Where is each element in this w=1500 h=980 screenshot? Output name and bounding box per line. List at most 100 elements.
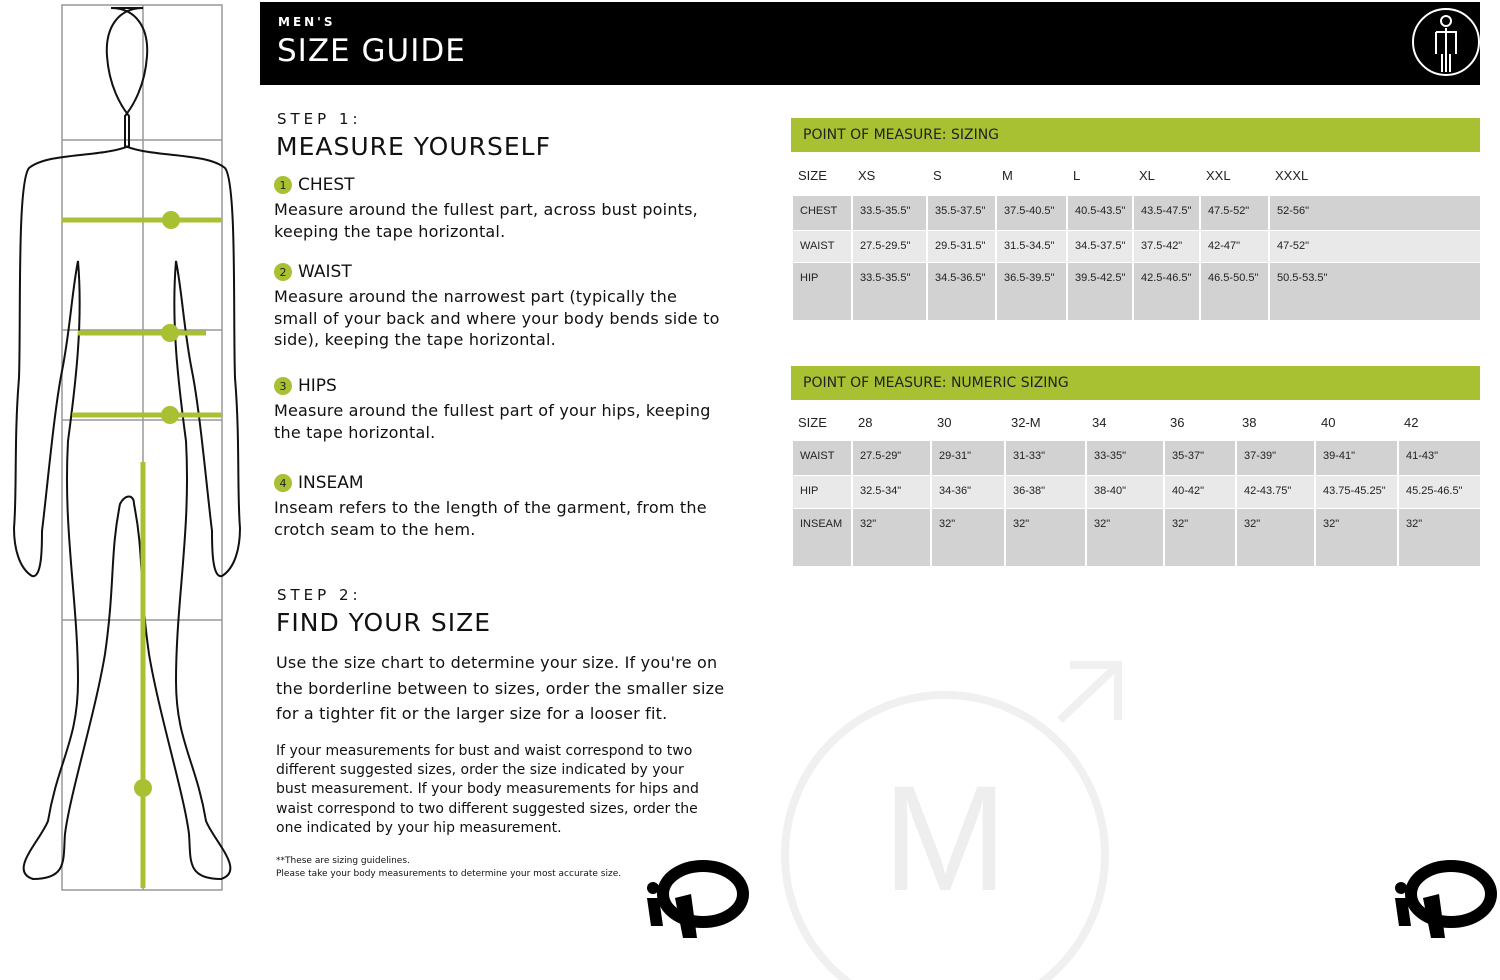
- table-row: INSEAM 32" 32" 32" 32" 32" 32" 32" 32": [791, 508, 1480, 566]
- table-header-row: SIZE 28 30 32-M 34 36 38 40 42: [791, 405, 1480, 440]
- table-cell: 27.5-29": [851, 441, 930, 475]
- table-cell: 47.5-52": [1199, 196, 1268, 230]
- pearl-izumi-logo: [1395, 860, 1497, 938]
- table-cell: 37-39": [1235, 441, 1314, 475]
- table-cell: 31.5-34.5": [995, 231, 1066, 262]
- table-cell: 43.75-45.25": [1314, 476, 1397, 508]
- table-cell: 32": [930, 509, 1004, 566]
- measure-name: WAIST: [298, 262, 352, 282]
- table-cell: XS: [858, 168, 876, 183]
- table-cell: 33.5-35.5": [851, 196, 926, 230]
- table-cell: 29-31": [930, 441, 1004, 475]
- table-cell: M: [1002, 168, 1013, 183]
- table-row: WAIST 27.5-29.5" 29.5-31.5" 31.5-34.5" 34.5-…: [791, 230, 1480, 262]
- male-symbol-watermark: M: [781, 661, 1122, 980]
- pearl-izumi-logo: [647, 860, 749, 938]
- table-header-row: SIZE XS S M L XL XXL XXXL: [791, 158, 1480, 195]
- measure-name: INSEAM: [298, 473, 364, 493]
- table-cell: XXXL: [1275, 168, 1309, 183]
- table-cell: 29.5-31.5": [926, 231, 995, 262]
- table-cell: 38-40": [1085, 476, 1163, 508]
- table-cell: 36.5-39.5": [995, 263, 1066, 320]
- table-cell: 37.5-40.5": [995, 196, 1066, 230]
- table-cell: 35-37": [1163, 441, 1235, 475]
- table-cell: L: [1073, 168, 1081, 183]
- table-cell: 32-M: [1011, 415, 1041, 430]
- measure-text: Measure around the fullest part, across …: [274, 200, 698, 241]
- person-measure-icon: [1412, 8, 1480, 76]
- measure-text: Inseam refers to the length of the garme…: [274, 498, 707, 539]
- row-label: INSEAM: [791, 509, 851, 566]
- number-badge: 3: [274, 377, 292, 395]
- table-cell: 42: [1404, 415, 1419, 430]
- table-cell: 46.5-50.5": [1199, 263, 1268, 320]
- measure-hips: 3 HIPS Measure around the fullest part of…: [274, 376, 734, 443]
- step2-text2: If your measurements for bust and waist …: [276, 743, 699, 836]
- step2-label: STEP 2:: [277, 586, 362, 604]
- table-cell: 31-33": [1004, 441, 1085, 475]
- row-label: HIP: [791, 476, 851, 508]
- measure-waist: 2 WAIST Measure around the narrowest part…: [274, 262, 724, 351]
- table-cell: 32.5-34": [851, 476, 930, 508]
- body-measure-figure: [12, 4, 242, 891]
- table-cell: 32": [851, 509, 930, 566]
- step1-title: MEASURE YOURSELF: [276, 132, 551, 161]
- row-label: SIZE: [798, 168, 827, 183]
- table-cell: 32": [1397, 509, 1480, 566]
- measure-text: Measure around the narrowest part (typic…: [274, 287, 720, 349]
- table-cell: 36-38": [1004, 476, 1085, 508]
- table-cell: 32": [1235, 509, 1314, 566]
- measure-name: HIPS: [298, 376, 337, 396]
- table-cell: S: [933, 168, 942, 183]
- row-label: WAIST: [791, 231, 851, 262]
- measure-name: CHEST: [298, 175, 355, 195]
- table-cell: 50.5-53.5": [1268, 263, 1480, 320]
- measure-chest: 1 CHEST Measure around the fullest part, …: [274, 175, 724, 242]
- table-row: HIP 32.5-34" 34-36" 36-38" 38-40" 40-42" 42-43…: [791, 475, 1480, 508]
- table-cell: 40.5-43.5": [1066, 196, 1132, 230]
- table-cell: 30: [937, 415, 952, 430]
- table-row: CHEST 33.5-35.5" 35.5-37.5" 37.5-40.5" 40.5-…: [791, 195, 1480, 230]
- table-cell: 32": [1314, 509, 1397, 566]
- table-cell: 33.5-35.5": [851, 263, 926, 320]
- table-cell: 42.5-46.5": [1132, 263, 1199, 320]
- table-cell: 41-43": [1397, 441, 1480, 475]
- table-row: HIP 33.5-35.5" 34.5-36.5" 36.5-39.5" 39.5-42…: [791, 262, 1480, 320]
- measure-inseam: 4 INSEAM Inseam refers to the length of t…: [274, 473, 724, 540]
- sizing-title: POINT OF MEASURE: SIZING: [791, 118, 1480, 152]
- table-cell: 38: [1242, 415, 1257, 430]
- sizing-table: SIZE XS S M L XL XXL XXXL CHEST 33.5-35.5" 35.5-37…: [791, 158, 1480, 320]
- table-cell: 27.5-29.5": [851, 231, 926, 262]
- table-cell: 39-41": [1314, 441, 1397, 475]
- table-cell: 34.5-37.5": [1066, 231, 1132, 262]
- table-cell: 40: [1321, 415, 1336, 430]
- table-cell: 32": [1163, 509, 1235, 566]
- table-cell: 33-35": [1085, 441, 1163, 475]
- table-cell: 34: [1092, 415, 1107, 430]
- table-cell: XL: [1139, 168, 1155, 183]
- step2-text: Use the size chart to determine your siz…: [276, 653, 725, 723]
- table-cell: 34.5-36.5": [926, 263, 995, 320]
- note-2: Please take your body measurements to de…: [276, 869, 622, 879]
- table-cell: XXL: [1206, 168, 1231, 183]
- table-cell: 52-56": [1268, 196, 1480, 230]
- note-1: **These are sizing guidelines.: [276, 856, 410, 866]
- step1-label: STEP 1:: [277, 110, 362, 128]
- table-cell: 35.5-37.5": [926, 196, 995, 230]
- table-cell: 28: [858, 415, 873, 430]
- row-label: SIZE: [798, 415, 827, 430]
- table-cell: 32": [1085, 509, 1163, 566]
- table-cell: 42-43.75": [1235, 476, 1314, 508]
- table-cell: 45.25-46.5": [1397, 476, 1480, 508]
- table-row: WAIST 27.5-29" 29-31" 31-33" 33-35" 35-37" 37-…: [791, 440, 1480, 475]
- number-badge: 2: [274, 263, 292, 281]
- table-cell: 43.5-47.5": [1132, 196, 1199, 230]
- table-cell: 47-52": [1268, 231, 1480, 262]
- table-cell: 42-47": [1199, 231, 1268, 262]
- table-cell: 40-42": [1163, 476, 1235, 508]
- row-label: WAIST: [791, 441, 851, 475]
- row-label: HIP: [791, 263, 851, 320]
- table-cell: 39.5-42.5": [1066, 263, 1132, 320]
- watermark-letter: M: [883, 754, 1008, 922]
- page-title: SIZE GUIDE: [277, 33, 466, 69]
